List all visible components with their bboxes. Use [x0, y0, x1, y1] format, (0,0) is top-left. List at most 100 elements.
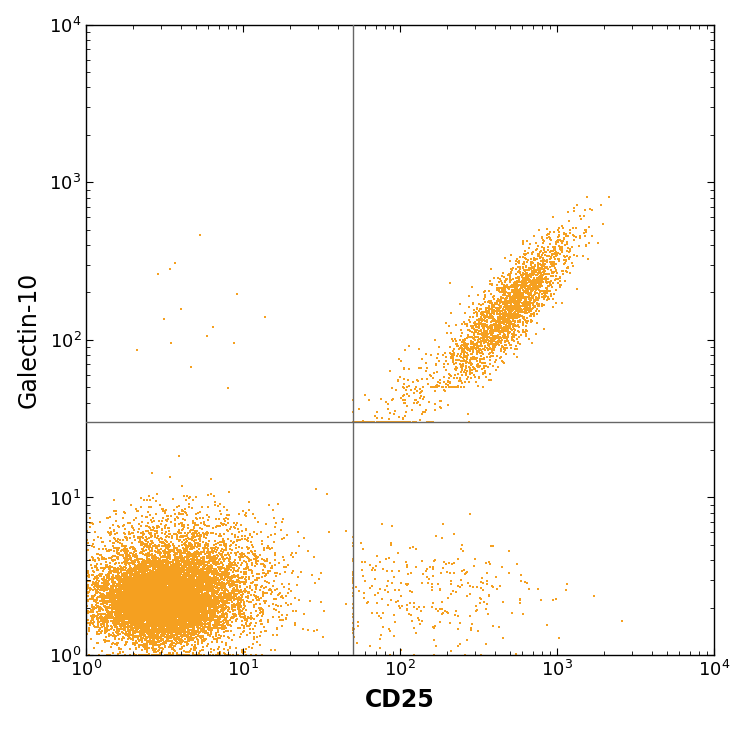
Point — [105, 599, 117, 611]
Point — [481, 324, 493, 336]
Point — [196, 587, 208, 599]
Point — [123, 601, 135, 612]
Point — [132, 593, 144, 604]
Point — [140, 611, 152, 623]
Point — [289, 592, 301, 604]
Point — [80, 594, 92, 606]
Point — [205, 607, 217, 619]
Point — [136, 564, 148, 575]
Point — [533, 265, 545, 276]
Point — [371, 561, 382, 572]
Point — [211, 567, 223, 579]
Point — [158, 562, 170, 574]
Point — [219, 586, 231, 598]
Point — [196, 607, 208, 618]
Point — [173, 518, 185, 529]
Point — [207, 523, 219, 534]
Point — [130, 569, 142, 581]
Point — [157, 590, 169, 602]
Point — [131, 580, 143, 591]
Point — [149, 589, 161, 601]
Point — [151, 571, 163, 582]
Point — [481, 567, 493, 579]
Point — [88, 601, 100, 613]
Point — [350, 416, 362, 428]
Point — [201, 585, 213, 596]
Point — [202, 561, 214, 572]
Point — [194, 535, 206, 547]
Point — [154, 499, 166, 510]
Point — [155, 594, 167, 606]
Point — [151, 612, 163, 624]
Point — [500, 311, 512, 322]
Point — [193, 599, 205, 611]
Point — [156, 591, 168, 603]
Point — [203, 555, 215, 566]
Point — [120, 543, 132, 555]
Point — [143, 604, 155, 616]
Point — [455, 324, 467, 336]
Point — [165, 616, 177, 628]
Point — [550, 270, 562, 282]
Point — [140, 617, 152, 629]
Point — [154, 621, 166, 633]
Point — [503, 303, 515, 315]
Point — [117, 544, 129, 555]
Point — [158, 566, 170, 577]
Point — [139, 599, 151, 611]
Point — [468, 351, 480, 363]
Point — [100, 577, 112, 588]
Point — [133, 593, 145, 605]
Point — [183, 596, 195, 608]
Point — [116, 575, 128, 587]
Point — [158, 569, 170, 581]
Point — [119, 570, 131, 582]
Point — [201, 584, 213, 596]
Point — [80, 583, 92, 595]
Point — [169, 614, 181, 625]
Point — [441, 399, 453, 410]
Point — [169, 611, 181, 623]
Point — [562, 230, 574, 242]
Point — [222, 525, 234, 537]
Point — [141, 594, 153, 606]
Point — [95, 602, 107, 614]
Point — [152, 560, 164, 572]
Point — [220, 593, 232, 604]
Point — [433, 340, 445, 352]
Point — [137, 632, 149, 644]
Point — [503, 313, 515, 324]
Point — [193, 601, 205, 613]
Point — [168, 578, 180, 590]
Point — [510, 289, 522, 300]
Point — [483, 303, 495, 315]
Point — [139, 643, 151, 655]
Point — [131, 614, 143, 625]
Point — [497, 332, 509, 343]
Point — [114, 590, 125, 601]
Point — [88, 603, 100, 615]
Point — [190, 607, 202, 618]
Point — [214, 598, 226, 609]
Point — [144, 613, 156, 625]
Point — [114, 578, 126, 590]
Point — [187, 581, 199, 593]
Point — [471, 338, 483, 350]
Point — [142, 604, 154, 615]
Point — [517, 281, 529, 293]
Point — [151, 580, 163, 592]
Point — [144, 617, 156, 628]
Point — [150, 612, 162, 624]
Point — [188, 604, 200, 616]
Point — [192, 634, 204, 646]
Point — [137, 577, 149, 588]
Point — [497, 356, 509, 367]
Point — [155, 632, 167, 644]
Point — [95, 558, 107, 569]
Point — [142, 610, 154, 622]
Point — [215, 563, 227, 574]
Point — [167, 575, 179, 587]
Point — [557, 222, 569, 233]
Point — [145, 572, 157, 584]
Point — [112, 571, 124, 582]
